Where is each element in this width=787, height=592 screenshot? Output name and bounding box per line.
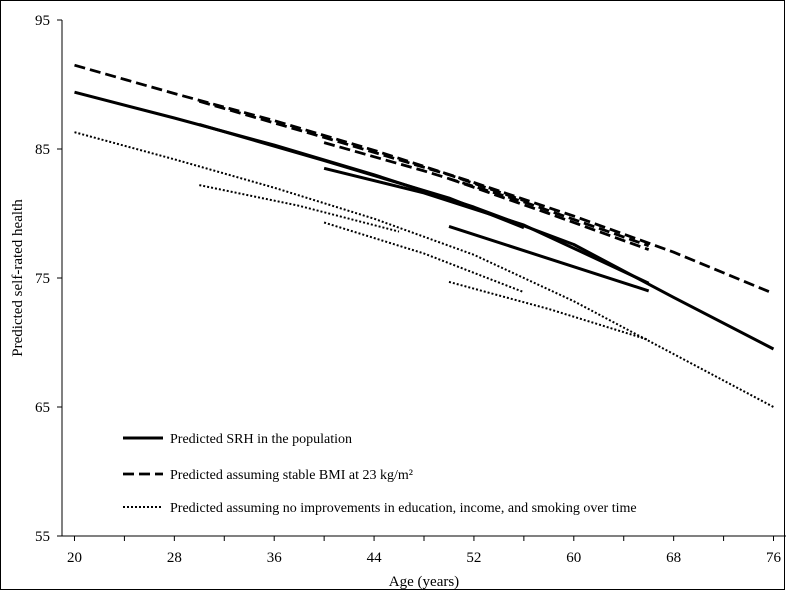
y-tick-label: 85 xyxy=(35,142,50,158)
series-line-solid-3 xyxy=(448,224,650,293)
y-axis-title: Predicted self-rated health xyxy=(10,199,26,357)
series-line-dashed-7 xyxy=(448,177,650,251)
axes xyxy=(57,19,786,541)
legend-label: Predicted SRH in the population xyxy=(170,432,352,447)
series-line-dotted-10 xyxy=(323,221,525,294)
x-tick-label: 28 xyxy=(167,550,182,566)
series-line-solid-2 xyxy=(323,166,650,285)
y-tick-label: 75 xyxy=(35,271,50,287)
series-line-solid-0 xyxy=(74,90,775,351)
x-tick-label: 52 xyxy=(466,550,481,566)
series-layer xyxy=(74,63,775,408)
legend-label: Predicted assuming stable BMI at 23 kg/m… xyxy=(170,468,413,483)
series-line-dashed-5 xyxy=(198,99,525,202)
x-tick-label: 60 xyxy=(566,550,581,566)
y-tick-label: 55 xyxy=(35,529,50,545)
x-tick-label: 68 xyxy=(666,550,681,566)
series-line-dotted-8 xyxy=(74,131,774,408)
series-line-dotted-11 xyxy=(448,280,649,341)
y-tick-label: 95 xyxy=(35,13,50,29)
x-tick-label: 36 xyxy=(267,550,283,566)
series-line-dashed-6 xyxy=(323,141,650,248)
tick-labels: 95 85 75 65 55 20 28 36 44 52 60 68 76 xyxy=(35,13,782,566)
y-tick-label: 65 xyxy=(35,400,50,416)
x-tick-label: 20 xyxy=(67,550,82,566)
x-axis-title: Age (years) xyxy=(389,574,459,590)
series-line-dashed-4 xyxy=(74,63,775,295)
legend: Predicted SRH in the population Predicted… xyxy=(123,432,637,516)
series-line-dotted-9 xyxy=(199,184,400,233)
x-tick-label: 76 xyxy=(766,550,782,566)
legend-label: Predicted assuming no improvements in ed… xyxy=(170,501,637,516)
x-tick-label: 44 xyxy=(367,550,383,566)
